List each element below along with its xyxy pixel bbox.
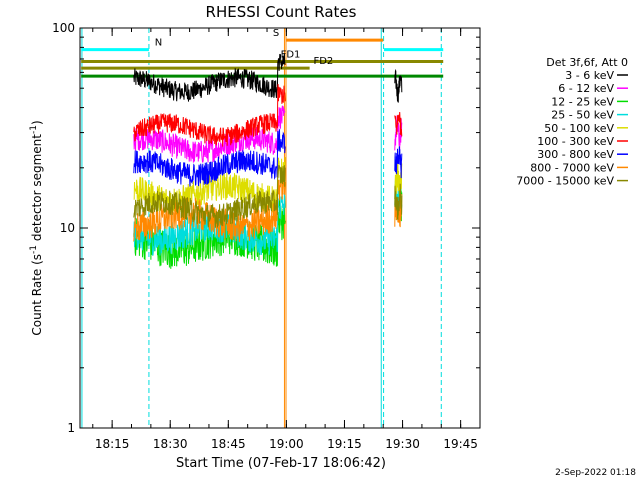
footer-date: 2-Sep-2022 01:18 [555,468,636,478]
data-series [133,53,403,269]
axes: 18:15 18:30 18:45 19:00 19:15 19:30 19:45 1 10 10… [52,21,480,451]
legend-label: 800 - 7000 keV [530,161,614,174]
x-tick-label: 18:45 [211,437,246,451]
legend-label: 100 - 300 keV [537,135,614,148]
series-line [133,165,286,228]
flag-label: N [155,38,162,49]
series-line [394,146,403,179]
legend-header: Det 3f,6f, Att 0 [546,56,628,69]
x-tick-label: 18:30 [153,437,188,451]
flag-label: FD2 [313,56,333,67]
series-line [133,129,286,187]
legend-label: 25 - 50 keV [551,109,614,122]
y-tick-label: 100 [52,21,75,35]
x-tick-label: 19:45 [443,437,478,451]
legend-label: 6 - 12 keV [558,82,614,95]
legend-label: 300 - 800 keV [537,148,614,161]
x-tick-label: 19:15 [327,437,362,451]
x-axis-label: Start Time (07-Feb-17 18:06:42) [176,456,386,471]
series-line [133,53,286,102]
x-tick-label: 19:00 [269,437,304,451]
series-line [394,111,403,137]
series-line [394,68,403,103]
chart-title: RHESSI Count Rates [206,3,357,21]
y-axis-label: Count Rate (s-1 detector segment-1) [29,120,44,335]
legend-label: 12 - 25 keV [551,95,614,108]
y-tick-label: 1 [67,421,75,435]
y-tick-label: 10 [60,221,75,235]
series-line [394,183,403,220]
flag-label: S [273,28,279,39]
legend-label: 50 - 100 keV [544,122,614,135]
flag-label: FD1 [281,49,301,60]
marker-lines [81,28,442,428]
series-line [133,84,286,147]
x-tick-label: 19:30 [385,437,420,451]
legend-label: 7000 - 15000 keV [516,175,614,188]
series-line [133,170,286,243]
legend-label: 3 - 6 keV [565,69,614,82]
x-tick-label: 18:15 [95,437,130,451]
